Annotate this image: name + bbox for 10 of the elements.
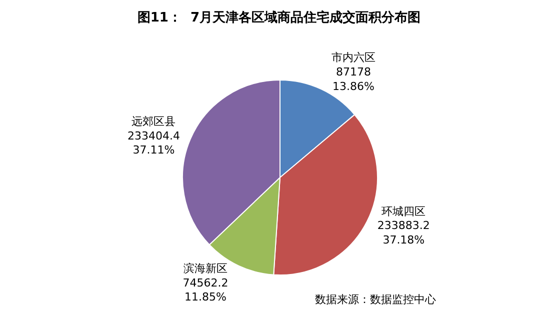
data-label: 74562.2 11.85%: [182, 276, 228, 304]
data-label: 233883.2 37.18%: [377, 219, 430, 247]
slice-label: 滨海新区: [184, 262, 228, 276]
chart-title: 图11： 7月天津各区域商品住宅成交面积分布图: [137, 10, 421, 26]
source-note: 数据来源：数据监控中心: [315, 293, 436, 306]
slice-label: 市内六区: [332, 51, 376, 64]
slice-label: 环城四区: [382, 204, 426, 218]
data-label: 233404.4 37.11%: [127, 129, 180, 157]
slice-label: 远郊区县: [132, 115, 176, 128]
data-label: 87178 13.86%: [332, 65, 374, 93]
